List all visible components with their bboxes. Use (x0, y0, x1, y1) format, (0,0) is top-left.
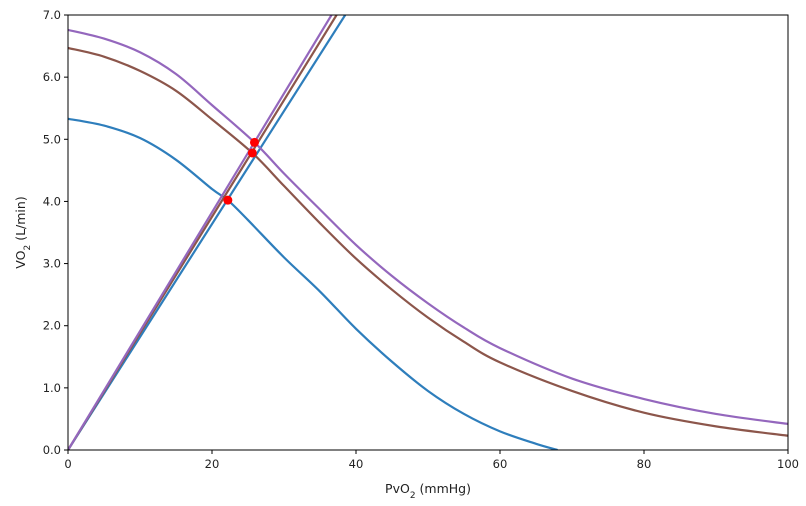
y-tick-label: 1.0 (43, 381, 61, 395)
plot-frame (67, 14, 789, 451)
y-axis-title: VO2 (L/min) (13, 196, 33, 268)
x-axis-title-rest: (mmHg) (416, 481, 471, 496)
curve-series-4 (68, 28, 788, 425)
y-tick-label: 6.0 (43, 70, 61, 84)
x-axis-title: PvO2 (mmHg) (385, 481, 471, 501)
intersection-point (223, 195, 233, 205)
x-tick-label: 20 (205, 457, 220, 471)
y-tick-label: 0.0 (43, 443, 61, 457)
x-axis-ticks: 0 20 40 60 80 100 (64, 450, 799, 471)
line-series-5 (68, 15, 333, 450)
x-tick-label: 40 (349, 457, 364, 471)
x-axis-title-sub: 2 (410, 491, 416, 501)
intersection-point (249, 137, 259, 147)
x-tick-label: 100 (777, 457, 799, 471)
curve-series-0 (68, 117, 558, 450)
y-tick-label: 4.0 (43, 194, 61, 208)
y-axis-title-base: VO (13, 250, 28, 268)
curve-series-2 (68, 46, 788, 437)
y-axis-title-sub: 2 (23, 245, 33, 251)
intersection-point (247, 148, 257, 158)
line-series-1 (68, 15, 347, 450)
x-tick-label: 80 (637, 457, 652, 471)
series-layer (68, 15, 788, 450)
y-tick-label: 3.0 (43, 257, 61, 271)
y-axis-title-rest: (L/min) (13, 196, 28, 244)
plot-background (68, 15, 788, 450)
y-tick-label: 2.0 (43, 319, 61, 333)
y-tick-label: 7.0 (43, 8, 61, 22)
x-tick-label: 60 (493, 457, 508, 471)
points-layer (223, 137, 259, 205)
y-tick-label: 5.0 (43, 132, 61, 146)
x-tick-label: 0 (64, 457, 71, 471)
x-axis-title-base: PvO (385, 481, 410, 496)
y-axis-ticks: 0.0 1.0 2.0 3.0 4.0 5.0 6.0 7.0 (43, 8, 68, 457)
